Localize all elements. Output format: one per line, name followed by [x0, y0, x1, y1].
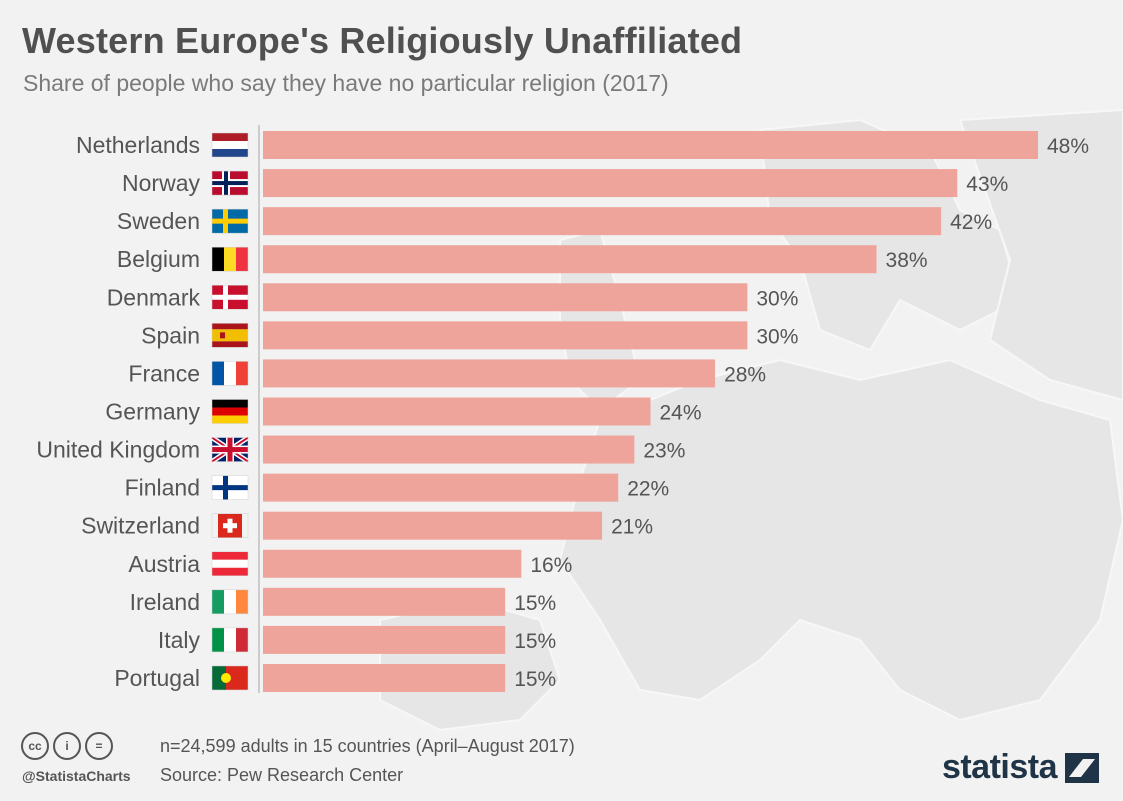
chart-title: Western Europe's Religiously Unaffiliate… [22, 20, 743, 61]
bar-row: Ireland 15% [130, 587, 556, 616]
brand-name: statista [941, 748, 1058, 786]
bar [263, 663, 506, 692]
bar-row: Germany 24% [105, 397, 702, 426]
attribution-icon[interactable]: i [53, 732, 81, 760]
belgium-flag-icon [211, 246, 249, 272]
category-label: Italy [158, 627, 201, 653]
bar-row: Portugal 15% [114, 663, 556, 692]
switzerland-flag-icon [211, 513, 249, 538]
social-handle[interactable]: @StatistaCharts [22, 768, 131, 784]
netherlands-flag-icon [211, 132, 249, 158]
bar [263, 473, 619, 502]
austria-flag-icon [211, 551, 249, 577]
cc-icon[interactable]: cc [21, 732, 49, 760]
bar-row: Netherlands 48% [76, 131, 1089, 159]
bar-row: Austria 16% [128, 549, 572, 578]
category-label: Ireland [130, 589, 200, 615]
bar [263, 245, 877, 274]
bar [263, 397, 651, 426]
bar [263, 587, 506, 616]
value-label: 15% [514, 592, 556, 615]
bar-row: United Kingdom 23% [36, 435, 685, 464]
bar [263, 207, 942, 236]
bar-row: Belgium 38% [117, 245, 928, 274]
category-label: Belgium [117, 246, 200, 272]
category-label: Portugal [114, 665, 200, 691]
germany-flag-icon [211, 399, 249, 424]
category-label: Sweden [117, 208, 200, 234]
category-label: Norway [122, 170, 200, 196]
footer-note: n=24,599 adults in 15 countries (April–A… [160, 736, 575, 756]
finland-flag-icon [211, 475, 249, 500]
denmark-flag-icon [211, 285, 249, 310]
bar [263, 359, 716, 388]
value-label: 15% [514, 668, 556, 691]
no-derivatives-icon[interactable]: = [85, 732, 113, 760]
bar-row: Denmark 30% [107, 283, 798, 312]
footer-source: Source: Pew Research Center [160, 765, 404, 785]
category-label: Denmark [107, 284, 201, 310]
map-landmass-east [958, 108, 1123, 402]
bar-row: Sweden 42% [117, 207, 992, 236]
norway-flag-icon [211, 170, 249, 196]
bar-row: Spain 30% [141, 321, 798, 350]
category-label: Spain [141, 322, 200, 348]
category-label: Netherlands [76, 132, 200, 158]
bar [263, 321, 748, 350]
value-label: 22% [627, 478, 669, 501]
statista-logo-icon [1065, 752, 1099, 783]
value-label: 21% [611, 516, 653, 539]
bar-row: France 28% [128, 359, 766, 388]
value-label: 43% [966, 173, 1008, 196]
statista-logo[interactable]: statista [942, 748, 1099, 787]
italy-flag-icon [211, 627, 249, 653]
bar [263, 169, 958, 198]
chart-subtitle: Share of people who say they have no par… [23, 70, 669, 96]
bar [263, 435, 635, 464]
bar-row: Italy 15% [158, 625, 556, 654]
value-label: 48% [1047, 135, 1089, 158]
bar [263, 549, 522, 578]
category-label: United Kingdom [36, 437, 200, 463]
value-label: 23% [643, 440, 685, 463]
sweden-flag-icon [211, 208, 249, 234]
category-label: Finland [125, 475, 200, 501]
category-label: France [128, 360, 200, 386]
category-label: Austria [128, 551, 200, 577]
value-label: 15% [514, 630, 556, 653]
value-label: 28% [724, 363, 766, 386]
category-label: Germany [105, 398, 200, 424]
map-landmass-continent [558, 358, 1123, 722]
spain-flag-icon [211, 323, 249, 348]
value-label: 24% [660, 401, 702, 424]
bar [263, 283, 748, 312]
value-label: 30% [756, 287, 798, 310]
value-label: 16% [530, 554, 572, 577]
bar [263, 131, 1038, 159]
value-label: 42% [950, 211, 992, 234]
portugal-flag-icon [211, 665, 249, 691]
united-kingdom-flag-icon [210, 435, 250, 464]
license-icons: cc i = [21, 732, 113, 760]
france-flag-icon [211, 361, 249, 386]
bar-row: Norway 43% [122, 169, 1008, 198]
bar [263, 511, 603, 540]
bar-row: Finland 22% [125, 473, 669, 502]
bar-row: Switzerland 21% [81, 511, 653, 540]
value-label: 38% [886, 249, 928, 272]
category-label: Switzerland [81, 513, 200, 539]
bar [263, 625, 506, 654]
ireland-flag-icon [211, 589, 249, 615]
value-label: 30% [756, 325, 798, 348]
